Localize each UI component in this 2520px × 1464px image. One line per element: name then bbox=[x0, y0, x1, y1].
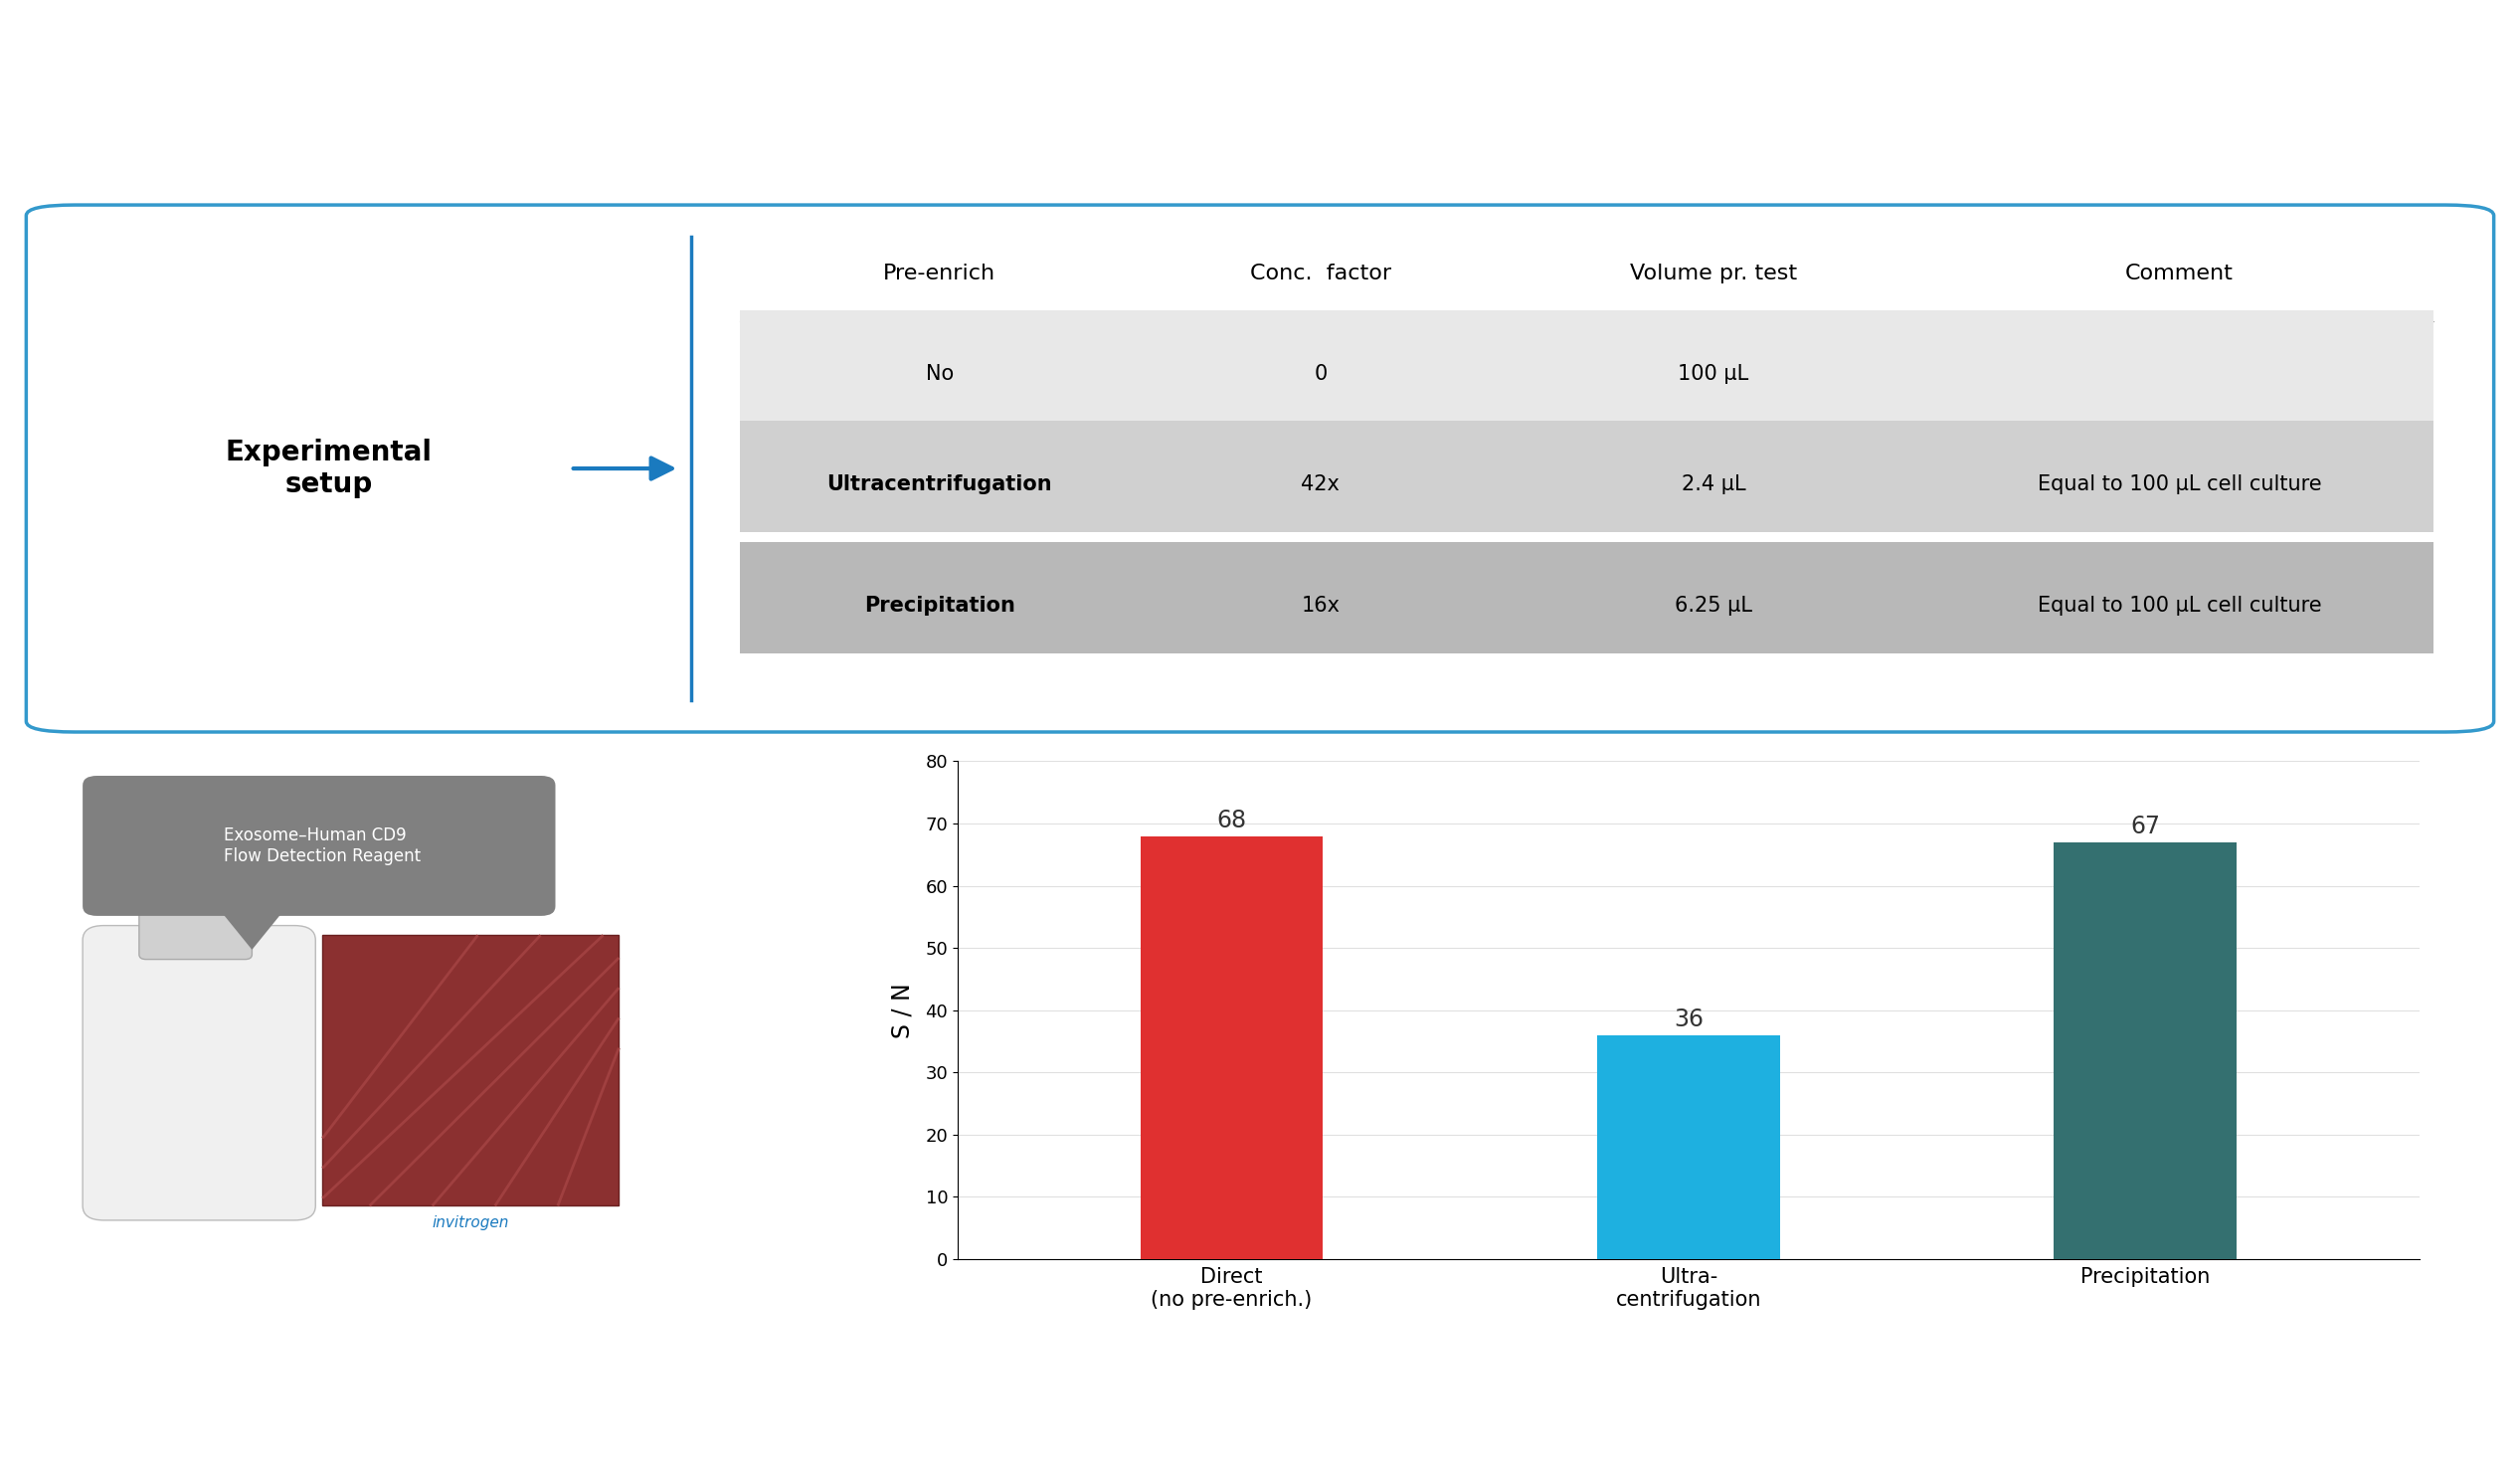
FancyArrowPatch shape bbox=[572, 458, 673, 479]
Text: 16x: 16x bbox=[1300, 596, 1341, 615]
Text: Pre-enrich: Pre-enrich bbox=[882, 264, 995, 284]
FancyBboxPatch shape bbox=[323, 935, 620, 1206]
Text: invitrogen: invitrogen bbox=[433, 1215, 509, 1230]
Polygon shape bbox=[217, 906, 287, 950]
FancyBboxPatch shape bbox=[139, 902, 252, 959]
Text: 36: 36 bbox=[1673, 1007, 1704, 1031]
Text: Equal to 100 μL cell culture: Equal to 100 μL cell culture bbox=[2036, 596, 2321, 615]
Text: 100 μL: 100 μL bbox=[1678, 363, 1749, 384]
Bar bbox=[2054, 842, 2235, 1259]
FancyBboxPatch shape bbox=[83, 925, 315, 1221]
Text: Experimental
setup: Experimental setup bbox=[224, 438, 431, 499]
Text: How do pre-enriched and direct captured exosomes compare?: How do pre-enriched and direct captured … bbox=[30, 69, 1383, 107]
Text: Dynabeads™ magnetic beads capture CD9 positive exosomes: Dynabeads™ magnetic beads capture CD9 po… bbox=[990, 1373, 1945, 1401]
Text: 68: 68 bbox=[1217, 808, 1247, 832]
Bar bbox=[1598, 1035, 1779, 1259]
Text: Volume pr. test: Volume pr. test bbox=[1630, 264, 1797, 284]
Text: 42x: 42x bbox=[1300, 474, 1341, 495]
Text: 0: 0 bbox=[1313, 363, 1328, 384]
Text: Ultracentrifugation: Ultracentrifugation bbox=[827, 474, 1053, 495]
Y-axis label: S / N: S / N bbox=[890, 982, 915, 1038]
FancyBboxPatch shape bbox=[25, 205, 2495, 732]
Text: Equal to 100 μL cell culture: Equal to 100 μL cell culture bbox=[2036, 474, 2321, 495]
FancyBboxPatch shape bbox=[741, 422, 2434, 531]
Text: 2.4 μL: 2.4 μL bbox=[1681, 474, 1746, 495]
Text: Precipitation: Precipitation bbox=[864, 596, 1016, 615]
Text: 67: 67 bbox=[2129, 814, 2160, 839]
Text: Conc.  factor: Conc. factor bbox=[1250, 264, 1391, 284]
Text: Exosome–Human CD9
Flow Detection Reagent: Exosome–Human CD9 Flow Detection Reagent bbox=[224, 827, 421, 865]
FancyBboxPatch shape bbox=[83, 776, 554, 916]
Text: No: No bbox=[925, 363, 953, 384]
FancyBboxPatch shape bbox=[741, 310, 2434, 422]
Text: Comment: Comment bbox=[2124, 264, 2233, 284]
Bar bbox=[1139, 836, 1323, 1259]
Text: 6.25 μL: 6.25 μL bbox=[1676, 596, 1751, 615]
FancyBboxPatch shape bbox=[741, 542, 2434, 653]
